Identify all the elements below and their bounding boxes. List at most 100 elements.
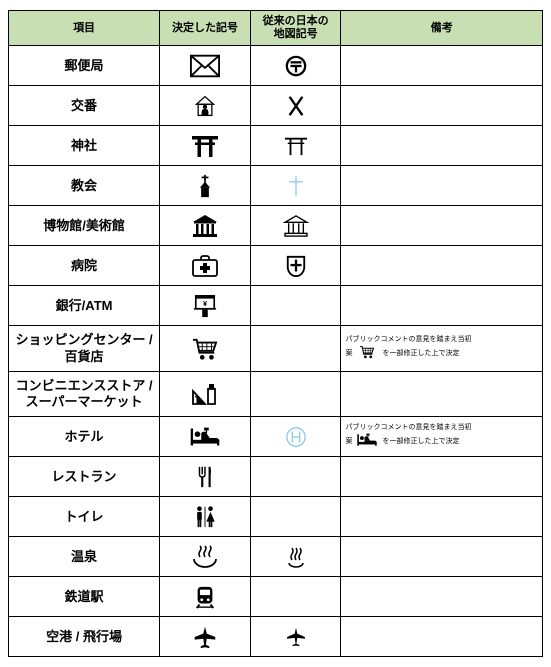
item-cell: レストラン bbox=[9, 457, 160, 497]
item-cell: ショッピングセンター /百貨店 bbox=[9, 326, 160, 372]
table-row: 温泉 bbox=[9, 537, 543, 577]
table-row: 神社 bbox=[9, 126, 543, 166]
map-symbol-table: 項目 決定した記号 従来の日本の地図記号 備考 郵便局交番神社教会博物館/美術館… bbox=[8, 10, 543, 657]
torii_bold-icon bbox=[190, 134, 220, 158]
circle_h_light-icon bbox=[283, 426, 309, 448]
remarks-cell bbox=[341, 371, 543, 417]
remarks-cell bbox=[341, 206, 543, 246]
table-row: コンビニエンスストア /スーパーマーケット bbox=[9, 371, 543, 417]
new-symbol-cell bbox=[160, 46, 251, 86]
onsen_plain-icon bbox=[283, 546, 309, 568]
remarks-cell bbox=[341, 246, 543, 286]
new-symbol-cell bbox=[160, 497, 251, 537]
new-symbol-cell bbox=[160, 617, 251, 657]
yubin-icon bbox=[283, 55, 309, 77]
new-symbol-cell bbox=[160, 371, 251, 417]
fork_knife-icon bbox=[190, 465, 220, 489]
cross_plus_light-icon bbox=[283, 175, 309, 197]
item-cell: 交番 bbox=[9, 86, 160, 126]
item-cell: 鉄道駅 bbox=[9, 577, 160, 617]
header-remarks: 備考 bbox=[341, 11, 543, 46]
old-symbol-cell bbox=[250, 286, 341, 326]
remarks-cell bbox=[341, 126, 543, 166]
remarks-cell bbox=[341, 46, 543, 86]
bed-icon bbox=[190, 425, 220, 449]
remarks-cell bbox=[341, 577, 543, 617]
remarks-cell: パブリックコメントの意見を踏まえ当初案 を一部修正した上で決定 bbox=[341, 417, 543, 457]
old-symbol-cell bbox=[250, 246, 341, 286]
remarks-cell bbox=[341, 617, 543, 657]
item-cell: 空港 / 飛行場 bbox=[9, 617, 160, 657]
remarks-cell bbox=[341, 497, 543, 537]
remarks-cell bbox=[341, 86, 543, 126]
bed-icon bbox=[356, 433, 378, 447]
remarks-cell bbox=[341, 457, 543, 497]
item-cell: 病院 bbox=[9, 246, 160, 286]
old-symbol-cell bbox=[250, 166, 341, 206]
old-symbol-cell bbox=[250, 126, 341, 166]
new-symbol-cell bbox=[160, 166, 251, 206]
new-symbol-cell bbox=[160, 206, 251, 246]
old-symbol-cell bbox=[250, 617, 341, 657]
table-row: 空港 / 飛行場 bbox=[9, 617, 543, 657]
shield_cross-icon bbox=[283, 255, 309, 277]
table-row: 病院 bbox=[9, 246, 543, 286]
item-cell: 神社 bbox=[9, 126, 160, 166]
table-row: ショッピングセンター /百貨店 パブリックコメントの意見を踏まえ当初案を一部修正し… bbox=[9, 326, 543, 372]
item-cell: 郵便局 bbox=[9, 46, 160, 86]
new-symbol-cell bbox=[160, 246, 251, 286]
table-row: 博物館/美術館 bbox=[9, 206, 543, 246]
torii_thin-icon bbox=[283, 135, 309, 157]
church-icon bbox=[190, 174, 220, 198]
table-row: レストラン bbox=[9, 457, 543, 497]
header-old-symbol: 従来の日本の地図記号 bbox=[250, 11, 341, 46]
museum_outline-icon bbox=[283, 215, 309, 237]
header-item: 項目 bbox=[9, 11, 160, 46]
train-icon bbox=[190, 585, 220, 609]
new-symbol-cell bbox=[160, 537, 251, 577]
remarks-cell bbox=[341, 537, 543, 577]
item-cell: 温泉 bbox=[9, 537, 160, 577]
table-row: 交番 bbox=[9, 86, 543, 126]
cart-icon bbox=[190, 337, 220, 361]
airplane_solid-icon bbox=[190, 625, 220, 649]
table-row: トイレ bbox=[9, 497, 543, 537]
table-row: 銀行/ATM bbox=[9, 286, 543, 326]
remark-line1: パブリックコメントの意見を踏まえ当初 bbox=[345, 423, 538, 433]
onsen_outline-icon bbox=[190, 545, 220, 569]
remarks-cell bbox=[341, 286, 543, 326]
item-cell: コンビニエンスストア /スーパーマーケット bbox=[9, 371, 160, 417]
remark-suffix: を一部修正した上で決定 bbox=[382, 437, 459, 447]
remark-suffix: を一部修正した上で決定 bbox=[382, 349, 459, 359]
cart-icon bbox=[356, 345, 378, 359]
new-symbol-cell bbox=[160, 577, 251, 617]
atm-icon bbox=[190, 294, 220, 318]
old-symbol-cell bbox=[250, 577, 341, 617]
new-symbol-cell bbox=[160, 417, 251, 457]
remark-prefix: 案 bbox=[345, 437, 352, 447]
item-cell: 博物館/美術館 bbox=[9, 206, 160, 246]
old-symbol-cell bbox=[250, 457, 341, 497]
new-symbol-cell bbox=[160, 457, 251, 497]
item-cell: 教会 bbox=[9, 166, 160, 206]
old-symbol-cell bbox=[250, 46, 341, 86]
old-symbol-cell bbox=[250, 86, 341, 126]
airplane_outline-icon bbox=[283, 626, 309, 648]
old-symbol-cell bbox=[250, 417, 341, 457]
remarks-cell: パブリックコメントの意見を踏まえ当初案を一部修正した上で決定 bbox=[341, 326, 543, 372]
new-symbol-cell bbox=[160, 86, 251, 126]
museum_solid-icon bbox=[190, 214, 220, 238]
koban_house-icon bbox=[190, 94, 220, 118]
table-row: 教会 bbox=[9, 166, 543, 206]
new-symbol-cell bbox=[160, 126, 251, 166]
new-symbol-cell bbox=[160, 326, 251, 372]
item-cell: 銀行/ATM bbox=[9, 286, 160, 326]
old-symbol-cell bbox=[250, 537, 341, 577]
restroom-icon bbox=[190, 505, 220, 529]
envelope-icon bbox=[190, 54, 220, 78]
new-symbol-cell bbox=[160, 286, 251, 326]
header-row: 項目 決定した記号 従来の日本の地図記号 備考 bbox=[9, 11, 543, 46]
old-symbol-cell bbox=[250, 371, 341, 417]
table-row: ホテルパブリックコメントの意見を踏まえ当初案を一部修正した上で決定 bbox=[9, 417, 543, 457]
table-row: 郵便局 bbox=[9, 46, 543, 86]
